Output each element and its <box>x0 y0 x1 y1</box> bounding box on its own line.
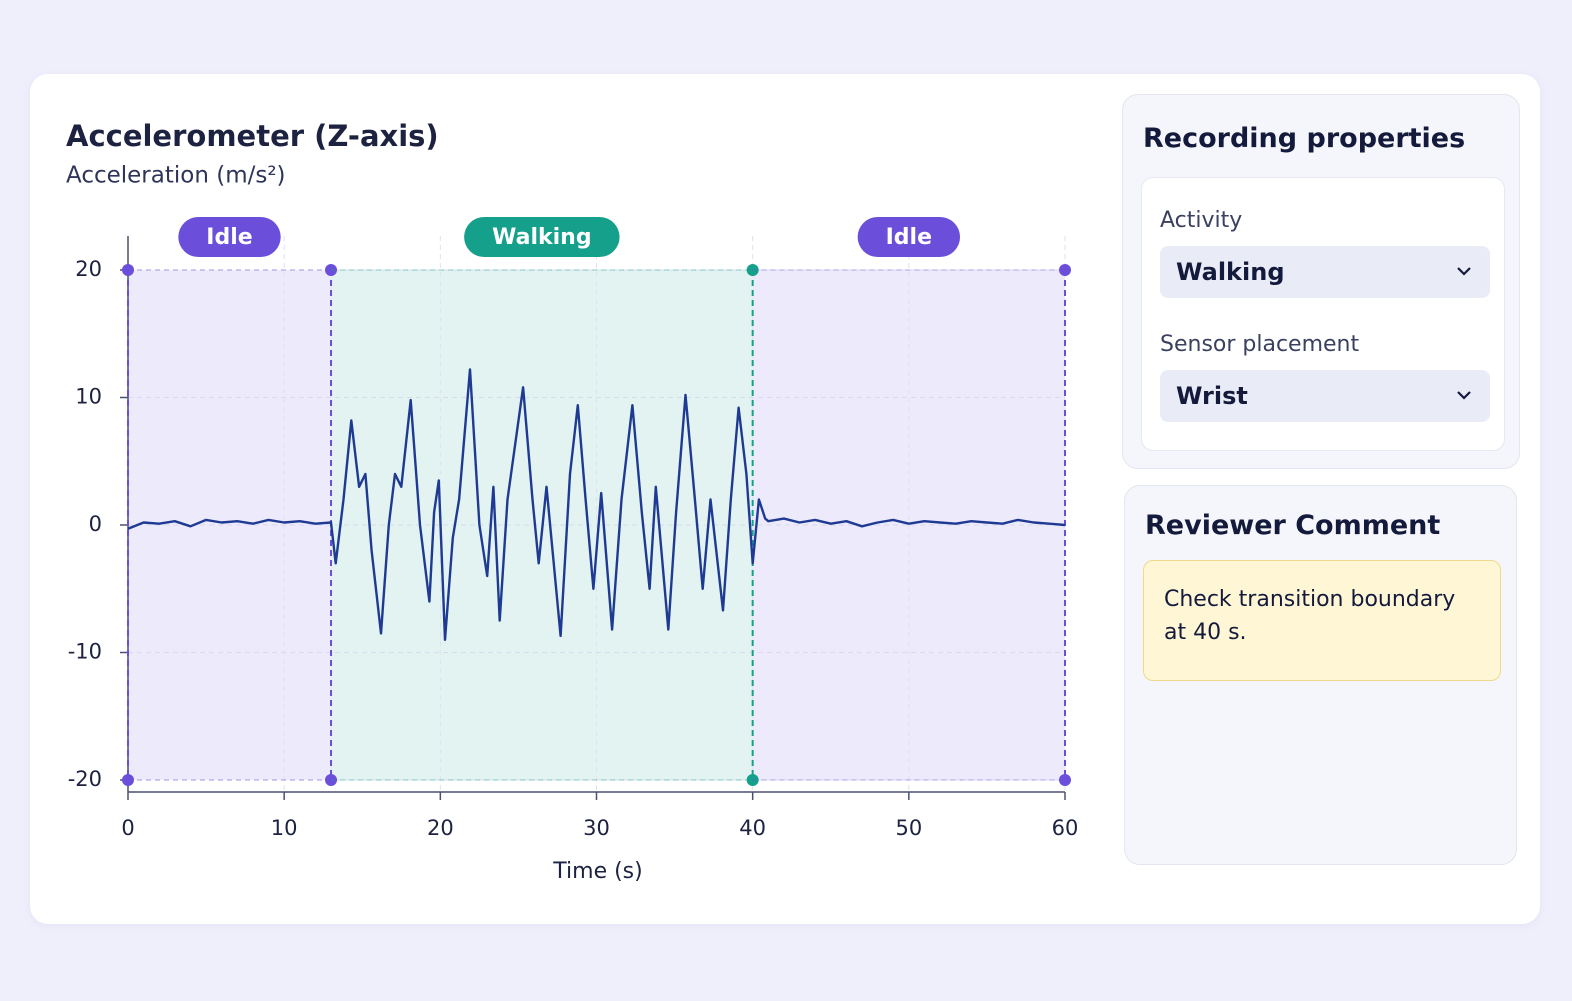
boundary-handle <box>1059 774 1071 786</box>
x-tick-label: 20 <box>427 816 454 840</box>
x-tick-label: 40 <box>739 816 766 840</box>
label-text: Idle <box>886 225 932 250</box>
dropdown-value: Walking <box>1176 258 1285 286</box>
dropdown-value: Wrist <box>1176 382 1248 410</box>
x-axis-label: Time (s) <box>552 859 642 884</box>
panel-title: Recording properties <box>1143 123 1466 154</box>
y-tick-label: -10 <box>68 640 102 664</box>
y-tick-label: 20 <box>75 257 102 281</box>
chevron <box>1457 391 1471 400</box>
comment-text: Check transition boundary at 40 s. <box>1143 560 1501 681</box>
x-tick-label: 10 <box>271 816 298 840</box>
label-pill <box>178 217 281 257</box>
y-tick-label: 0 <box>89 512 102 536</box>
dropdown[interactable]: Wrist <box>1160 370 1490 422</box>
y-tick-label: -20 <box>68 767 102 791</box>
chart: Accelerometer (Z-axis) Acceleration (m/s… <box>66 119 1079 884</box>
properties-form: Activity Walking Sensor placement Wrist <box>1141 177 1505 451</box>
x-tick-label: 0 <box>121 816 134 840</box>
y-tick-label: 10 <box>75 385 102 409</box>
label-text: Walking <box>492 225 591 250</box>
chart-title: Accelerometer (Z-axis) <box>66 119 439 153</box>
properties-panel: Recording properties Activity Walking Se… <box>1122 94 1520 469</box>
boundary-handle <box>122 774 134 786</box>
label-text: Idle <box>206 225 252 250</box>
x-tick-label: 30 <box>583 816 610 840</box>
boundary-handle <box>1059 264 1071 276</box>
label-pill <box>857 217 961 257</box>
chevron <box>1457 267 1471 276</box>
comment-title: Reviewer Comment <box>1145 510 1441 541</box>
dropdown[interactable]: Walking <box>1160 246 1490 298</box>
comment-panel: Reviewer Comment Check transition bounda… <box>1124 485 1517 865</box>
label-pill <box>464 217 620 257</box>
segment-label[interactable]: Idle <box>178 217 281 257</box>
segment-label[interactable]: Walking <box>464 217 620 257</box>
field-label: Activity <box>1160 208 1243 233</box>
x-tick-label: 50 <box>895 816 922 840</box>
boundary-handle <box>122 264 134 276</box>
field-label: Sensor placement <box>1160 332 1360 357</box>
x-tick-label: 60 <box>1052 816 1079 840</box>
segment-label[interactable]: Idle <box>857 217 961 257</box>
y-axis-label: Acceleration (m/s²) <box>66 163 286 189</box>
signal-line <box>127 368 1066 641</box>
